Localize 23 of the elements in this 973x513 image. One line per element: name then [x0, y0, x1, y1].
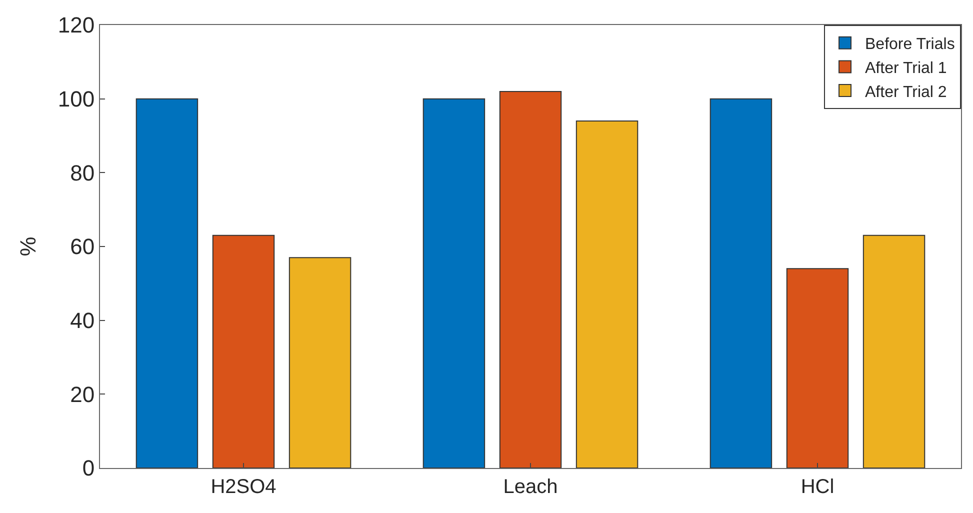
y-tick-label: 20: [70, 382, 95, 407]
y-tick-label: 120: [58, 12, 95, 38]
legend-label: After Trial 1: [865, 60, 947, 77]
bar: [499, 90, 562, 468]
y-axis-title: %: [16, 236, 41, 256]
bar: [212, 234, 275, 468]
y-tick-label: 60: [70, 234, 95, 260]
bar: [288, 257, 352, 468]
y-tick-label: 0: [82, 456, 95, 481]
x-tick-label: H2SO4: [210, 476, 276, 498]
y-tick-label: 100: [58, 86, 95, 112]
bar: [786, 268, 849, 468]
bar: [576, 120, 638, 468]
x-tick-label: Leach: [503, 476, 558, 498]
legend-label: Before Trials: [865, 36, 955, 54]
bar: [862, 234, 926, 468]
y-tick-label: 40: [70, 308, 95, 334]
legend-label: After Trial 2: [865, 84, 947, 101]
bar: [710, 98, 772, 468]
y-tick-label: 80: [70, 160, 95, 186]
x-tick-label: HCl: [800, 476, 834, 498]
bar: [422, 98, 486, 468]
bar: [136, 98, 198, 468]
